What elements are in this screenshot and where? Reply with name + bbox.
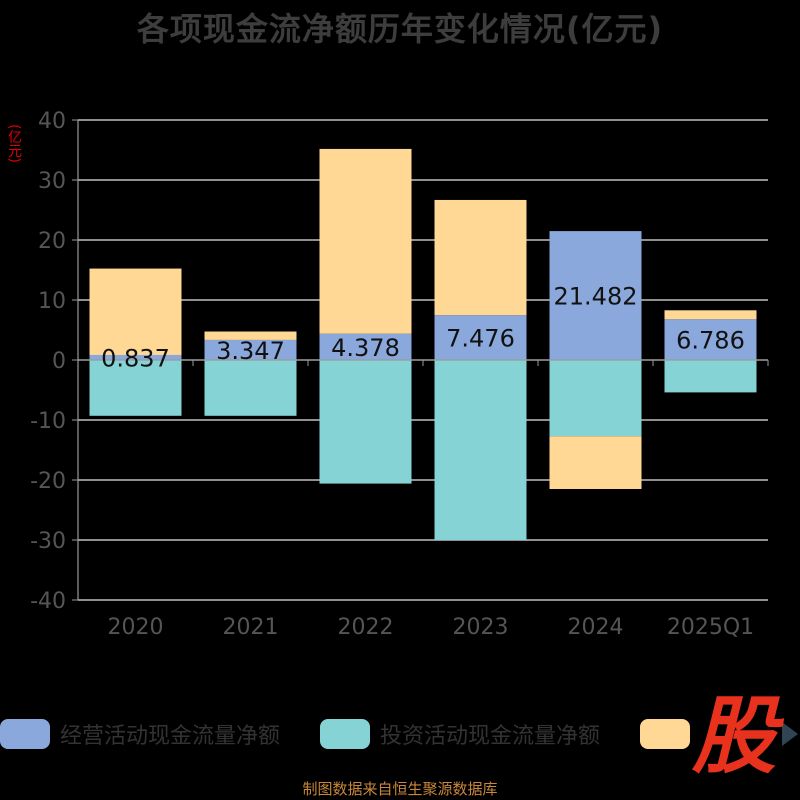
y-tick-label: 0	[52, 349, 66, 374]
data-label: 3.347	[216, 337, 285, 365]
y-axis-unit-label: (亿元)	[6, 124, 22, 163]
x-tick-label: 2024	[568, 615, 624, 640]
y-tick-label: 10	[38, 289, 66, 314]
bar-financing	[434, 199, 527, 316]
legend-label-investing: 投资活动现金流量净额	[380, 724, 601, 749]
y-tick-label: 20	[38, 229, 66, 254]
bar-operating	[434, 315, 527, 360]
legend-swatch-operating	[0, 719, 50, 749]
legend-next-page-icon[interactable]	[782, 722, 798, 746]
legend-item-financing[interactable]	[640, 716, 700, 752]
bar-operating	[89, 354, 182, 360]
y-tick-label: 40	[38, 109, 66, 134]
data-label: 7.476	[446, 325, 515, 353]
bar-investing	[549, 360, 642, 437]
x-tick-label: 2020	[108, 615, 164, 640]
legend-swatch-financing	[640, 719, 690, 749]
bar-financing	[664, 310, 757, 320]
data-label: 6.786	[676, 327, 745, 355]
legend-label-operating: 经营活动现金流量净额	[60, 724, 281, 749]
bar-investing	[664, 360, 757, 393]
x-tick-label: 2021	[223, 615, 279, 640]
bar-financing	[319, 148, 412, 334]
legend-item-investing[interactable]: 投资活动现金流量净额	[320, 716, 600, 752]
y-tick-label: -10	[30, 409, 66, 434]
y-tick-label: -30	[30, 529, 66, 554]
data-label: 4.378	[331, 334, 400, 362]
bar-chart: 40 30 20 10 0 -10 -20 -30 -40 2020 2021 2022 2023 202…	[30, 109, 769, 640]
data-label: 0.837	[101, 344, 170, 372]
bar-investing	[89, 360, 182, 416]
bar-financing	[89, 268, 182, 355]
bar-operating	[319, 333, 412, 360]
y-tick-label: -20	[30, 469, 66, 494]
y-tick-label: -40	[30, 589, 66, 614]
bar-financing	[204, 331, 297, 340]
bar-investing	[204, 360, 297, 416]
watermark-logo: 股	[692, 687, 777, 785]
x-tick-label: 2025Q1	[667, 615, 754, 640]
x-tick-label: 2023	[453, 615, 509, 640]
y-tick-label: 30	[38, 169, 66, 194]
x-tick-label: 2022	[338, 615, 394, 640]
chart-title: 各项现金流净额历年变化情况(亿元)	[136, 10, 664, 48]
data-label: 21.482	[554, 283, 638, 311]
bar-operating	[664, 319, 757, 360]
source-note: 制图数据来自恒生聚源数据库	[302, 780, 498, 798]
bar-investing	[319, 360, 412, 484]
legend-swatch-investing	[320, 719, 370, 749]
bar-operating	[204, 339, 297, 360]
bar-financing	[549, 436, 642, 489]
bar-operating	[549, 231, 642, 360]
legend-item-operating[interactable]: 经营活动现金流量净额	[0, 716, 280, 752]
bar-investing	[434, 360, 527, 540]
